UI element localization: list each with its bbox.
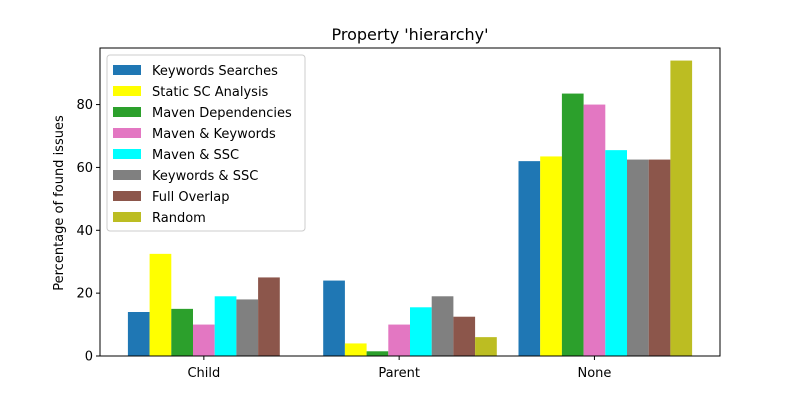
legend-swatch — [113, 128, 141, 138]
bar-parent-3 — [366, 351, 389, 356]
bar-parent-1 — [323, 280, 345, 356]
bar-parent-2 — [344, 343, 367, 356]
bar-none-6 — [627, 159, 649, 356]
bar-none-1 — [518, 161, 541, 356]
bar-parent-5 — [410, 307, 432, 356]
legend-swatch — [113, 65, 141, 75]
legend-swatch — [113, 212, 141, 222]
bar-none-2 — [540, 156, 562, 356]
bar-parent-4 — [388, 324, 410, 356]
bar-parent-7 — [453, 316, 476, 356]
bar-none-7 — [648, 159, 671, 356]
x-tick-label: Parent — [378, 366, 420, 381]
legend-label: Random — [152, 211, 206, 226]
y-tick-label: 20 — [76, 287, 93, 302]
legend-label: Keywords & SSC — [152, 169, 258, 184]
y-tick-label: 60 — [76, 161, 93, 176]
legend-frame — [106, 54, 306, 232]
legend-label: Maven Dependencies — [152, 106, 292, 121]
bar-child-4 — [193, 324, 215, 356]
legend-label: Static SC Analysis — [152, 85, 269, 100]
y-axis-label: Percentage of found issues — [52, 115, 67, 291]
legend-label: Keywords Searches — [152, 64, 278, 79]
legend-swatch — [113, 86, 141, 96]
chart-title: Property 'hierarchy' — [331, 25, 488, 44]
legend-swatch — [113, 149, 141, 159]
bar-child-5 — [214, 296, 237, 356]
legend-label: Full Overlap — [152, 190, 229, 205]
x-tick-label: None — [577, 366, 611, 381]
legend-swatch — [113, 107, 141, 117]
legend-label: Maven & SSC — [152, 148, 239, 163]
y-tick-label: 0 — [85, 350, 93, 365]
bar-child-3 — [171, 308, 193, 356]
bar-child-7 — [258, 277, 280, 356]
y-tick-label: 40 — [76, 224, 93, 239]
bars-group — [127, 60, 693, 356]
legend: Keywords Searches Static SC Analysis Maven… — [106, 54, 306, 232]
bar-parent-6 — [431, 296, 454, 356]
x-tick-label: Child — [187, 366, 220, 381]
bar-child-2 — [149, 253, 172, 356]
bar-child-6 — [236, 299, 259, 356]
bar-none-8 — [670, 60, 693, 356]
bar-none-4 — [583, 104, 606, 356]
legend-swatch — [113, 191, 141, 201]
bar-none-3 — [561, 93, 584, 356]
y-tick-label: 80 — [76, 98, 93, 113]
bar-parent-8 — [475, 337, 497, 356]
legend-swatch — [113, 170, 141, 180]
bar-none-5 — [605, 150, 627, 356]
legend-label: Maven & Keywords — [152, 127, 276, 142]
bar-child-1 — [127, 312, 150, 356]
plot-frame — [99, 47, 721, 357]
ticks-group: Child Parent None 0 20 40 60 80 — [76, 98, 611, 381]
